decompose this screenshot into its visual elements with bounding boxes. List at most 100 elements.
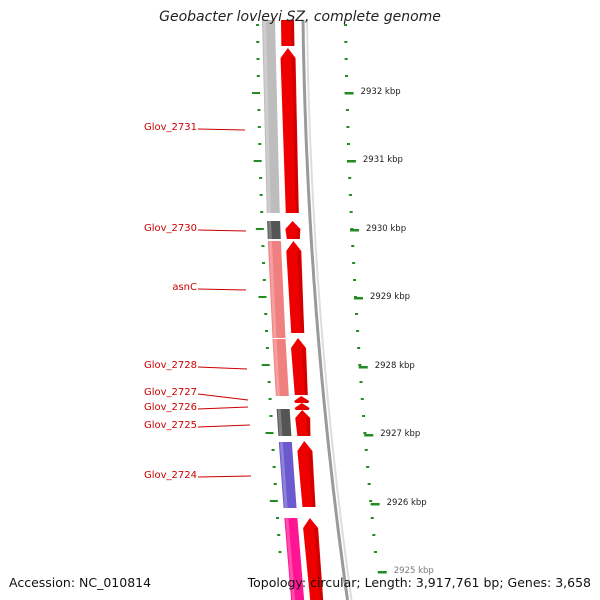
- tick-left: [260, 211, 264, 213]
- scale-label: 2928 kbp: [374, 361, 415, 371]
- tick-left: [256, 41, 260, 43]
- major-tick: [344, 92, 354, 95]
- tick-left: [261, 364, 270, 366]
- scale-label: 2926 kbp: [386, 498, 427, 508]
- tick-left: [264, 313, 268, 315]
- tick-left: [255, 228, 264, 230]
- glov-2731-block-highlight: [263, 20, 271, 213]
- tick-right: [372, 534, 376, 536]
- tick-right: [369, 500, 373, 502]
- tick-right: [345, 75, 349, 77]
- tick-left: [259, 177, 263, 179]
- major-tick: [364, 434, 374, 437]
- gene-label-glov-2725[interactable]: Glov_2725: [143, 420, 197, 431]
- arrow-glov-2726-shade: [305, 408, 309, 410]
- glov-2725-block: [276, 409, 292, 436]
- tick-right: [349, 211, 353, 213]
- label-leaders: [197, 128, 252, 478]
- major-tick: [377, 571, 387, 574]
- glov-2728-block: [272, 339, 289, 396]
- major-tick: [350, 229, 360, 232]
- gene-label-glov-2726[interactable]: Glov_2726: [143, 402, 197, 413]
- leader-glov-2728: [197, 366, 248, 370]
- gene-label-glov-2728[interactable]: Glov_2728: [143, 360, 197, 371]
- scale-label: 2931 kbp: [362, 155, 403, 165]
- accession-text: Accession: NC_010814: [9, 575, 152, 590]
- tick-right: [345, 109, 349, 111]
- glov-2724-block-highlight: [279, 442, 288, 508]
- gene-label-glov-2730[interactable]: Glov_2730: [143, 223, 197, 234]
- glov-2725-block-highlight: [277, 409, 283, 436]
- glov-2730-block: [267, 221, 281, 239]
- major-tick: [358, 366, 368, 369]
- tick-right: [358, 364, 362, 366]
- backbone-line: [301, 19, 349, 600]
- tick-left: [265, 330, 269, 332]
- arrow-glov-2724-shade: [308, 451, 316, 507]
- tick-left: [276, 517, 280, 519]
- asnc-block: [267, 241, 286, 338]
- tick-left: [271, 449, 275, 451]
- arrow-glov-2728-shade: [302, 348, 308, 395]
- tick-left: [259, 194, 263, 196]
- tick-left: [258, 143, 262, 145]
- tick-right: [360, 398, 364, 400]
- tick-right: [355, 313, 359, 315]
- arrow-glov-2730-shade: [296, 229, 300, 239]
- tick-right: [353, 279, 357, 281]
- tick-right: [352, 262, 356, 264]
- scale-ticks: [252, 24, 387, 574]
- tick-right: [362, 415, 366, 417]
- tick-right: [344, 58, 348, 60]
- arrow-top-shade: [291, 20, 295, 46]
- tick-right: [344, 41, 348, 43]
- gene-label-asnc[interactable]: asnC: [172, 282, 197, 293]
- next-gene-block: [284, 518, 305, 600]
- gene-label-glov-2727[interactable]: Glov_2727: [143, 387, 197, 398]
- tick-left: [273, 483, 277, 485]
- gene-label-glov-2724[interactable]: Glov_2724: [143, 470, 197, 481]
- leader-glov-2726: [197, 406, 249, 410]
- major-tick: [346, 160, 356, 163]
- tick-left: [265, 347, 269, 349]
- glov-2728-block-highlight: [273, 339, 280, 396]
- tick-right: [359, 381, 363, 383]
- tick-left: [256, 58, 260, 60]
- tick-right: [357, 347, 361, 349]
- tick-left: [272, 466, 276, 468]
- tick-right: [346, 126, 350, 128]
- tick-left: [257, 109, 261, 111]
- scale-label: 2932 kbp: [360, 87, 401, 97]
- tick-right: [364, 449, 368, 451]
- tick-right: [356, 330, 360, 332]
- tick-right: [373, 551, 377, 553]
- major-tick: [353, 297, 363, 300]
- scale-label: 2929 kbp: [369, 292, 411, 302]
- arrow-next-gene-shade: [314, 528, 324, 600]
- arrow-glov-2725: [295, 410, 311, 436]
- tick-left: [265, 432, 274, 434]
- map-title: Geobacter lovleyi SZ, complete genome: [159, 9, 441, 25]
- tick-left: [257, 126, 261, 128]
- tick-left: [253, 160, 262, 162]
- gene-label-glov-2731[interactable]: Glov_2731: [143, 122, 197, 133]
- tick-right: [367, 483, 371, 485]
- tick-right: [348, 177, 352, 179]
- leader-glov-2731: [197, 128, 246, 131]
- glov-2730-block-highlight: [268, 221, 272, 239]
- scale-label: 2925 kbp: [393, 566, 434, 576]
- backbone-shadow: [306, 19, 353, 600]
- topology-text: Topology: circular; Length: 3,917,761 bp…: [247, 575, 591, 590]
- arrow-top: [281, 20, 295, 46]
- leader-glov-2724: [197, 475, 252, 478]
- tick-right: [346, 143, 350, 145]
- leader-glov-2730: [197, 229, 247, 232]
- tick-left: [278, 551, 282, 553]
- tick-left: [268, 398, 272, 400]
- leader-glov-2727: [197, 393, 249, 401]
- leader-glov-2725: [197, 424, 251, 428]
- arrow-glov-2727-shade: [305, 401, 309, 403]
- backbone-layer: [301, 19, 353, 600]
